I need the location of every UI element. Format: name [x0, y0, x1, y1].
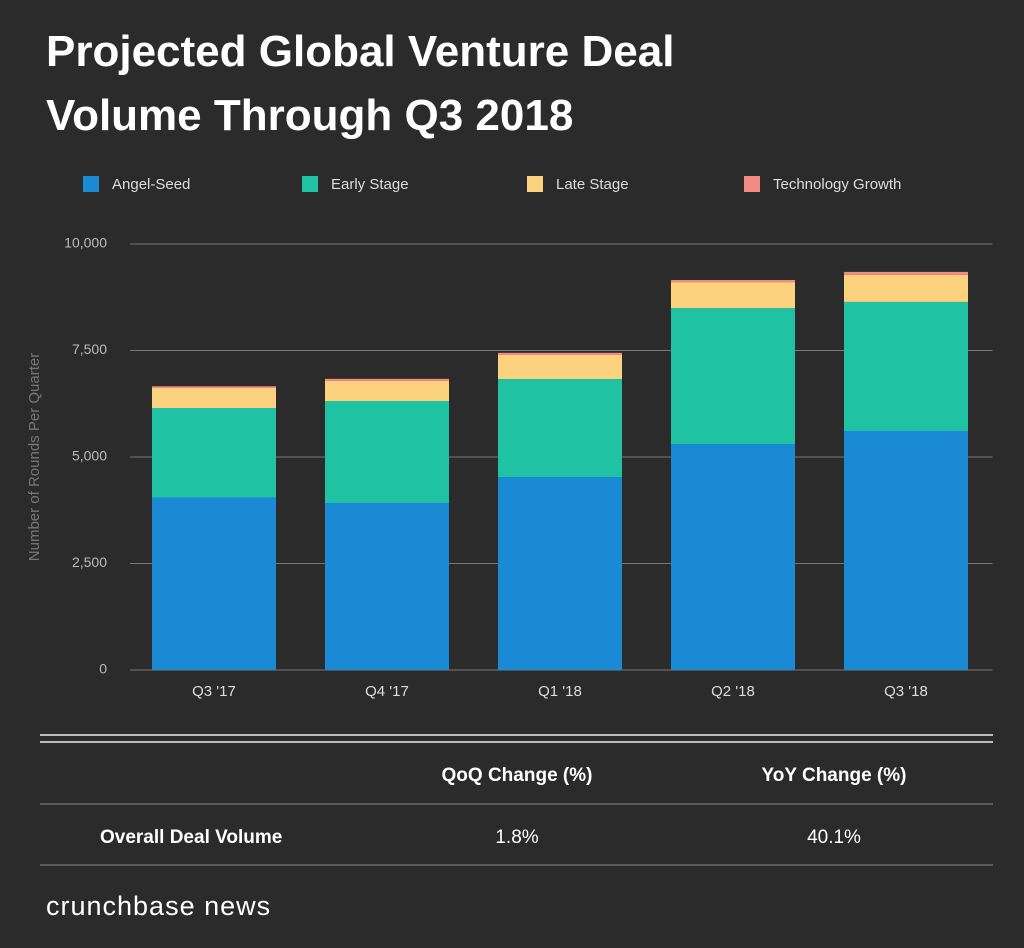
y-tick-label: 10,000 [64, 235, 107, 251]
y-axis-title: Number of Rounds Per Quarter [26, 353, 43, 561]
x-tick-label: Q3 '18 [884, 683, 928, 700]
bar-segment [325, 378, 449, 381]
bar-segment [152, 387, 276, 409]
legend-label: Late Stage [556, 176, 629, 193]
bar-segment [498, 352, 622, 355]
y-tick-label: 2,500 [72, 554, 107, 570]
legend-swatch [527, 176, 543, 192]
bar-segment [325, 503, 449, 670]
legend-label: Angel-Seed [112, 176, 190, 193]
x-tick-label: Q4 '17 [365, 683, 409, 700]
bar-segment [671, 282, 795, 309]
bar-segment [844, 431, 968, 670]
y-tick-label: 7,500 [72, 341, 107, 357]
table-header: QoQ Change (%) [442, 765, 593, 786]
table-header: YoY Change (%) [762, 765, 907, 786]
table-cell: 40.1% [807, 827, 861, 848]
legend-label: Technology Growth [773, 176, 901, 193]
bar-segment [671, 308, 795, 445]
bar-segment [498, 354, 622, 380]
bar-segment [152, 497, 276, 670]
y-tick-label: 0 [99, 661, 107, 677]
x-tick-label: Q3 '17 [192, 683, 236, 700]
x-tick-label: Q1 '18 [538, 683, 582, 700]
chart-title: Projected Global Venture Deal Volume Thro… [46, 27, 674, 140]
bar-segment [152, 408, 276, 498]
bar-segment [844, 271, 968, 275]
bar-segment [498, 477, 622, 670]
bar-segment [325, 400, 449, 504]
bar-segment [844, 274, 968, 302]
legend-swatch [302, 176, 318, 192]
y-tick-label: 5,000 [72, 448, 107, 464]
bar-segment [844, 301, 968, 432]
bar-segment [671, 444, 795, 670]
bar-segment [325, 380, 449, 401]
legend-label: Early Stage [331, 176, 409, 193]
footer-logo: crunchbase news [46, 891, 271, 921]
bar-segment [498, 379, 622, 478]
x-tick-label: Q2 '18 [711, 683, 755, 700]
bar-segment [152, 386, 276, 388]
legend-swatch [83, 176, 99, 192]
bar-segment [671, 279, 795, 283]
legend-swatch [744, 176, 760, 192]
table-cell: 1.8% [495, 827, 538, 848]
row-label: Overall Deal Volume [100, 827, 282, 848]
